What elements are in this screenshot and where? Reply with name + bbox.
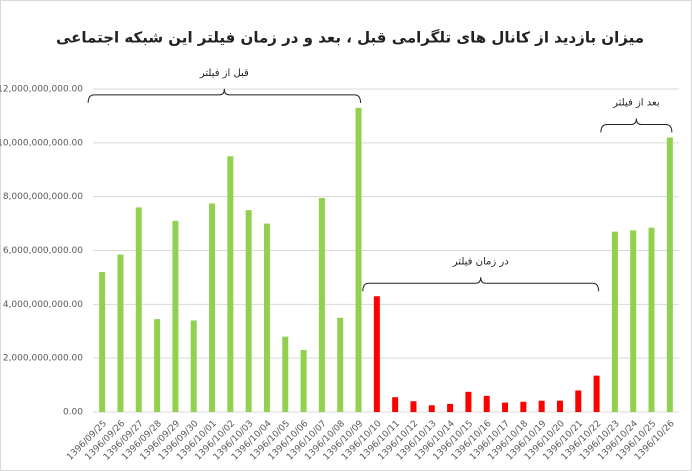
bar (282, 336, 289, 412)
bar (99, 272, 106, 412)
bracket (600, 118, 673, 133)
bar (611, 231, 618, 412)
bar (190, 320, 197, 412)
bar (172, 220, 179, 412)
bar (245, 210, 252, 412)
bar (373, 296, 380, 412)
bar (154, 319, 161, 412)
bar (556, 400, 563, 412)
bar (428, 405, 435, 412)
bar (538, 400, 545, 412)
y-tick-label: 2,000,000,000.00 (3, 354, 83, 364)
bar (209, 203, 216, 412)
bar (355, 107, 362, 412)
bar (520, 401, 527, 412)
bar (117, 254, 124, 412)
annotation: در زمان فیلتر (452, 256, 509, 267)
y-tick-label: 8,000,000,000.00 (3, 192, 83, 202)
annotation: بعد از فیلتر (612, 97, 659, 108)
bar (337, 317, 344, 412)
chart-title: میزان بازدید از کانال های تلگرامی قبل ، … (56, 29, 644, 47)
bar (263, 223, 270, 412)
y-tick-label: 10,000,000,000.00 (0, 138, 83, 148)
bar (392, 397, 399, 412)
bar (300, 350, 307, 412)
bar (227, 156, 234, 412)
bar (666, 137, 673, 412)
bar (318, 198, 325, 412)
bar (502, 402, 509, 412)
bar (593, 375, 600, 412)
y-tick-label: 6,000,000,000.00 (3, 246, 83, 256)
y-tick-label: 12,000,000,000.00 (0, 85, 83, 95)
bar (447, 403, 454, 412)
bar (465, 391, 472, 412)
bar (135, 207, 142, 412)
annotation: قبل از فیلتر (199, 68, 249, 79)
bracket (87, 88, 362, 103)
bar (630, 230, 637, 412)
y-tick-label: 4,000,000,000.00 (3, 300, 83, 310)
bar (483, 395, 490, 412)
bar (575, 390, 582, 412)
bar (410, 401, 417, 412)
y-tick-label: 0.00 (63, 408, 83, 418)
bar (648, 227, 655, 412)
